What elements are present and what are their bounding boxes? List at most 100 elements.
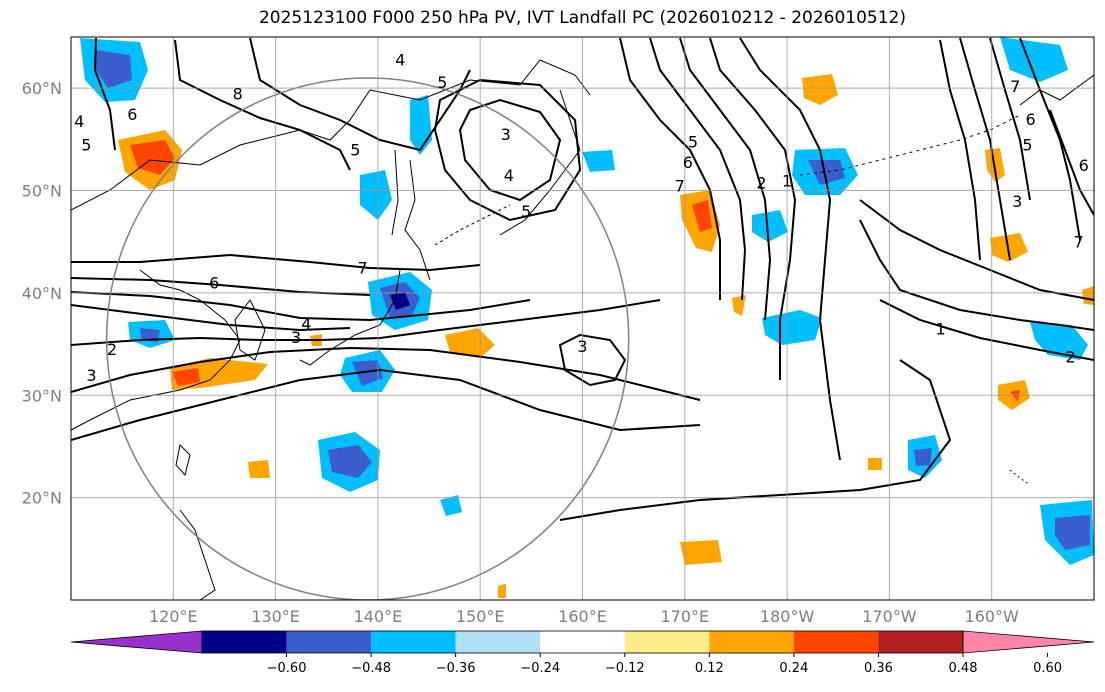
pv-negative-core <box>914 448 932 466</box>
coast-asia-north <box>71 59 591 211</box>
contour-line <box>558 333 627 387</box>
colorbar-segment <box>540 631 625 653</box>
contour-label: 6 <box>127 105 137 124</box>
contour-label: 5 <box>1022 135 1032 154</box>
contour-label: 4 <box>504 166 514 185</box>
y-tick-label: 50°N <box>22 182 62 201</box>
y-tick-label: 60°N <box>22 79 62 98</box>
pv-negative-core <box>390 292 410 310</box>
y-tick-label: 20°N <box>22 489 62 508</box>
contour-line <box>71 253 481 272</box>
pv-positive-area <box>990 233 1028 262</box>
pv-positive-core <box>1010 390 1020 402</box>
pv-positive-area <box>498 584 506 598</box>
contour-label: 3 <box>86 366 96 385</box>
contour-label: 6 <box>1079 156 1089 175</box>
pv-positive-area <box>732 295 746 316</box>
contour-line <box>649 37 747 301</box>
x-axis-tick-labels: 120°E 130°E 140°E 150°E 160°E 170°E 180°W 170°W… <box>149 607 1019 626</box>
pv-anomaly-shading <box>80 37 1094 598</box>
coast-china <box>71 269 241 431</box>
pv-negative-area <box>360 170 392 220</box>
contour-label: 5 <box>350 141 360 160</box>
colorbar-label: −0.24 <box>520 661 560 676</box>
colorbar-segment <box>455 631 541 653</box>
contour-line <box>879 299 1094 361</box>
pv-negative-core <box>808 160 845 185</box>
contour-line <box>859 219 1094 331</box>
colorbar-extend-min <box>70 630 203 654</box>
pv-positive-core <box>172 368 200 386</box>
coast-taiwan <box>175 443 191 477</box>
coast-kurils <box>434 204 511 246</box>
contour-label: 7 <box>1010 77 1020 96</box>
contour-label: 5 <box>437 73 447 92</box>
contour-label: 6 <box>1025 110 1035 129</box>
colorbar-extend-max <box>962 630 1095 654</box>
pv-negative-area <box>762 310 822 345</box>
contour-label: 4 <box>301 315 311 334</box>
colorbar <box>70 630 1095 654</box>
contour-label: 4 <box>74 112 84 131</box>
contour-line <box>71 304 351 332</box>
colorbar-segment <box>624 631 710 653</box>
colorbar-segment <box>371 631 456 653</box>
coast-japan <box>299 269 401 366</box>
contour-line <box>679 37 772 321</box>
gridlines <box>71 37 1094 600</box>
colorbar-labels: −0.60 −0.48 −0.36 −0.24 −0.12 0.12 0.24 0.36 0.4… <box>267 653 1062 676</box>
contour-label: 7 <box>675 176 685 195</box>
x-tick-label: 150°E <box>456 607 505 626</box>
x-tick-label: 130°E <box>251 607 300 626</box>
contour-line <box>458 98 562 202</box>
contour-label: 2 <box>1065 347 1075 366</box>
colorbar-label: 0.12 <box>695 661 724 676</box>
contour-label: 6 <box>683 153 693 172</box>
colorbar-label: 0.36 <box>864 661 893 676</box>
contour-line <box>859 199 1094 301</box>
x-tick-label: 160°W <box>965 607 1020 626</box>
contour-label: 4 <box>395 51 405 70</box>
colorbar-label: −0.36 <box>436 661 476 676</box>
coast-kamchatka <box>499 89 581 236</box>
contour-line <box>619 37 721 300</box>
pv-positive-area <box>680 540 722 565</box>
pv-positive-area <box>868 458 882 470</box>
pv-positive-core <box>692 200 712 232</box>
contour-label: 7 <box>1074 233 1084 252</box>
contour-line <box>939 39 981 261</box>
coast-okhotsk <box>404 159 431 281</box>
coast-hawaii <box>1009 469 1031 486</box>
landfall-domain-circle <box>105 77 630 600</box>
pv-negative-core <box>328 445 372 478</box>
coast-alaska <box>1019 74 1094 106</box>
ivt-contours <box>71 37 1094 521</box>
contour-label: 6 <box>209 274 219 293</box>
pv-negative-area <box>582 150 615 172</box>
contour-line <box>959 37 1011 261</box>
contour-line <box>709 37 797 380</box>
pv-negative-core <box>352 360 383 386</box>
y-axis-tick-labels: 20°N 30°N 40°N 50°N 60°N <box>22 79 62 507</box>
coast-philippines <box>179 509 216 600</box>
pv-positive-area <box>248 460 270 478</box>
contour-label: 3 <box>291 328 301 347</box>
x-tick-label: 170°E <box>660 607 709 626</box>
contour-line <box>1019 37 1081 241</box>
y-tick-label: 40°N <box>22 284 62 303</box>
contour-line <box>559 359 952 521</box>
contour-label: 8 <box>233 84 243 103</box>
contour-line <box>739 37 841 461</box>
contour-label: 2 <box>107 340 117 359</box>
contour-line <box>71 368 701 441</box>
pv-positive-area <box>802 74 838 105</box>
contour-line <box>249 37 471 152</box>
pv-positive-area <box>445 328 495 358</box>
colorbar-label: −0.48 <box>351 661 391 676</box>
contour-label: 5 <box>521 202 531 221</box>
coastlines <box>71 59 1094 600</box>
contour-label: 7 <box>357 258 367 277</box>
contour-label: 3 <box>1012 192 1022 211</box>
pv-negative-core <box>95 50 132 88</box>
